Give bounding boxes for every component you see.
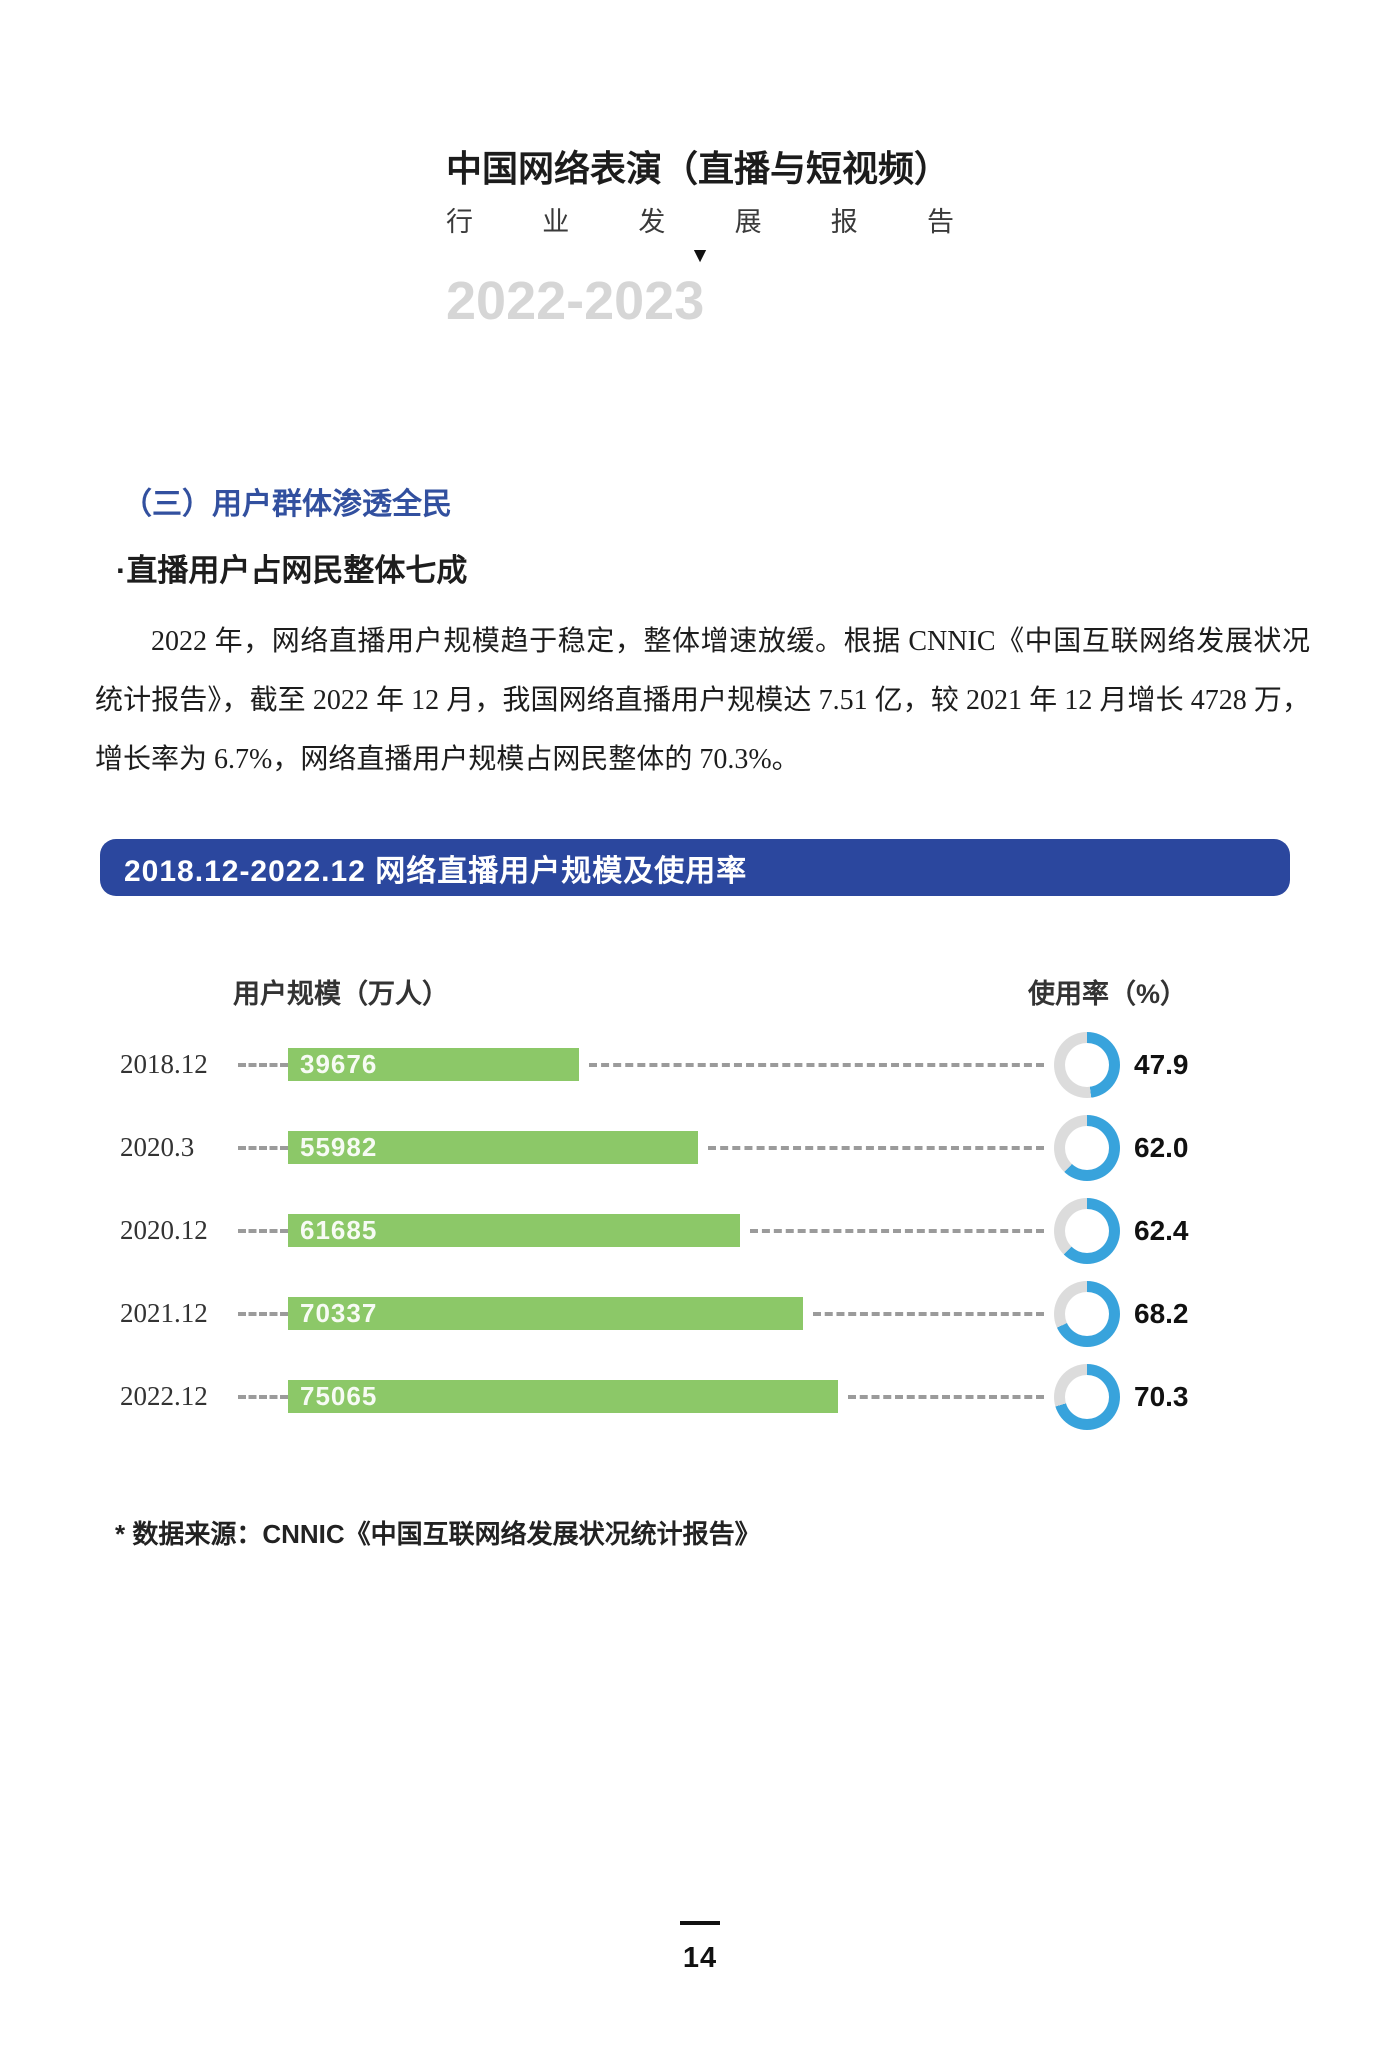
usage-donut: [1054, 1031, 1120, 1098]
user-scale-bar: 55982: [288, 1131, 698, 1164]
usage-value: 68.2: [1134, 1297, 1189, 1329]
leader-dash-line: [238, 1062, 288, 1067]
report-title: 中国网络表演（直播与短视频）: [446, 148, 951, 189]
chart-row: 2021.12 70337 68.2: [120, 1272, 1215, 1355]
user-scale-bar: 75065: [288, 1380, 838, 1413]
page-footer: 14: [0, 1912, 1400, 1975]
usage-donut: [1054, 1114, 1120, 1181]
usage-donut: [1054, 1197, 1120, 1264]
row-period-label: 2018.12: [120, 1049, 208, 1079]
chart-row: 2020.12 61685 62.4: [120, 1189, 1215, 1272]
page-number: 14: [682, 1942, 718, 1974]
user-scale-value: 39676: [300, 1049, 378, 1079]
report-years: 2022-2023: [446, 271, 705, 331]
leader-dash-line: [238, 1228, 288, 1233]
chart-row: 2022.12 75065 70.3: [120, 1355, 1215, 1438]
chart-row: 2020.3 55982 62.0: [120, 1106, 1215, 1189]
leader-dash-line: [238, 1145, 288, 1150]
connector-dash-line: [750, 1228, 1044, 1233]
donut-hole: [1065, 1042, 1109, 1087]
user-scale-value: 55982: [300, 1132, 378, 1162]
user-scale-bar: 39676: [288, 1048, 579, 1081]
chart-column-headers: 用户规模（万人） 使用率（%）: [120, 972, 1215, 1011]
report-subtitle: 行业发展报告: [446, 207, 954, 237]
row-period-label: 2020.3: [120, 1132, 195, 1162]
leader-dash-line: [238, 1394, 288, 1399]
triangle-down-icon: ▼: [689, 244, 711, 267]
usage-value: 62.4: [1134, 1214, 1189, 1246]
chart-row: 2018.12 39676 47.9: [120, 1023, 1215, 1106]
section-heading: （三）用户群体渗透全民: [122, 488, 452, 521]
user-scale-value: 70337: [300, 1298, 378, 1328]
user-scale-value: 61685: [300, 1215, 378, 1245]
row-period-label: 2021.12: [120, 1298, 208, 1328]
connector-dash-line: [848, 1394, 1044, 1399]
chart-title: 2018.12-2022.12 网络直播用户规模及使用率: [124, 854, 748, 888]
users-column-header: 用户规模（万人）: [233, 979, 449, 1009]
footer-rule: [680, 1921, 720, 1925]
chart-title-banner: 2018.12-2022.12 网络直播用户规模及使用率: [100, 839, 1290, 896]
row-period-label: 2022.12: [120, 1381, 208, 1411]
donut-hole: [1065, 1208, 1109, 1253]
connector-dash-line: [708, 1145, 1044, 1150]
connector-dash-line: [813, 1311, 1044, 1316]
usage-donut: [1054, 1280, 1120, 1347]
donut-hole: [1065, 1374, 1109, 1419]
donut-hole: [1065, 1291, 1109, 1336]
chart-rows: 2018.12 39676 47.9 2020.3 55982 62.0 202…: [120, 1023, 1215, 1438]
donut-hole: [1065, 1125, 1109, 1170]
connector-dash-line: [589, 1062, 1044, 1067]
body-paragraph: 2022 年，网络直播用户规模趋于稳定，整体增速放缓。根据 CNNIC《中国互联…: [95, 626, 1310, 775]
row-period-label: 2020.12: [120, 1215, 208, 1245]
usage-value: 70.3: [1134, 1380, 1189, 1412]
usage-donut: [1054, 1363, 1120, 1430]
leader-dash-line: [238, 1311, 288, 1316]
user-scale-bar: 61685: [288, 1214, 740, 1247]
data-source-footnote: * 数据来源：CNNIC《中国互联网络发展状况统计报告》: [115, 1519, 761, 1549]
user-scale-usage-chart: 用户规模（万人） 使用率（%） 2018.12 39676 47.9 2020.…: [120, 972, 1215, 1438]
usage-column-header: 使用率（%）: [1027, 979, 1187, 1009]
report-header: 中国网络表演（直播与短视频） 行业发展报告 ▼ 2022-2023: [446, 140, 954, 331]
usage-value: 47.9: [1134, 1048, 1189, 1080]
user-scale-bar: 70337: [288, 1297, 803, 1330]
usage-value: 62.0: [1134, 1131, 1189, 1163]
section-subheading: ·直播用户占网民整体七成: [116, 553, 468, 588]
user-scale-value: 75065: [300, 1381, 378, 1411]
